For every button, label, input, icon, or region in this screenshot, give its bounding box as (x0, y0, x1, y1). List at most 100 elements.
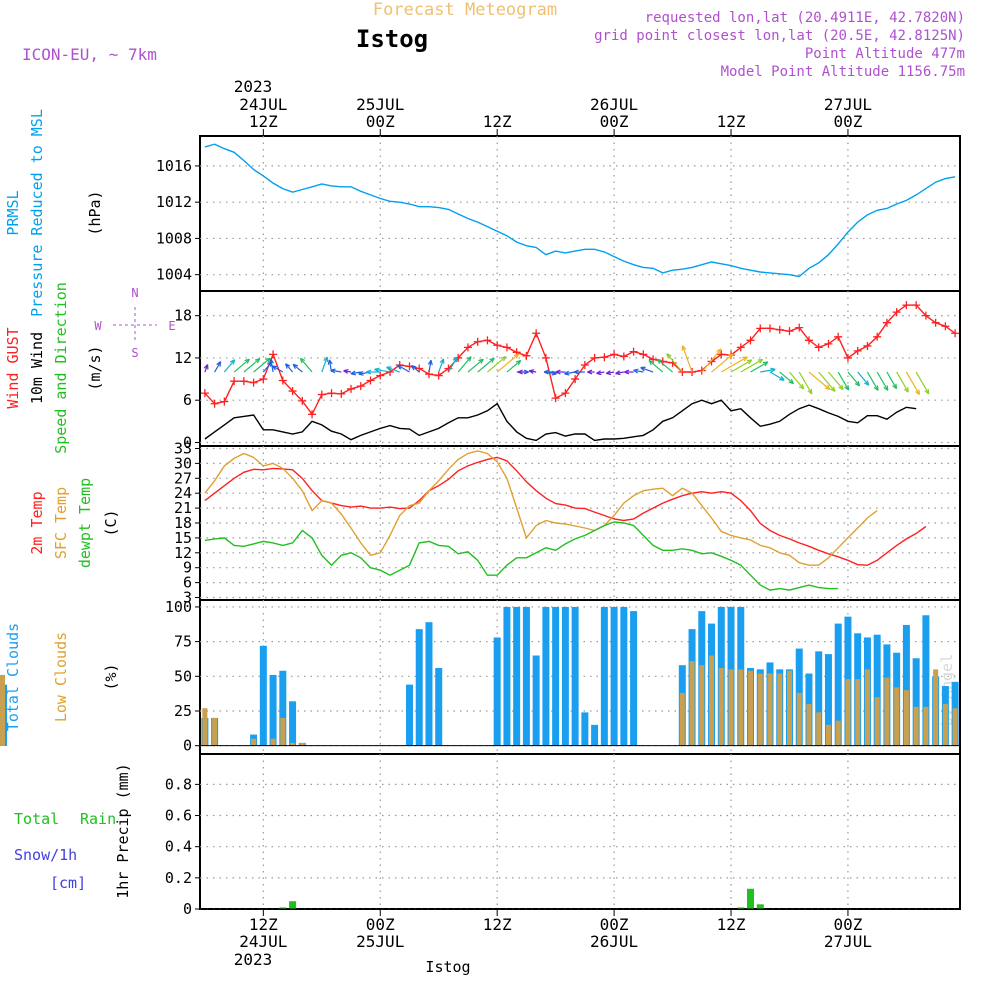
low-clouds-bar (923, 706, 929, 746)
wind-arrowhead (830, 386, 836, 392)
low-clouds-bar (718, 667, 724, 746)
gust-marker (921, 311, 930, 320)
wind-arrow (896, 371, 909, 393)
gust-marker (882, 318, 891, 327)
low-clouds-bar (796, 692, 802, 746)
total-clouds-bar (600, 606, 608, 746)
wind-arrowhead (523, 369, 529, 375)
wind-arrowhead (807, 388, 813, 395)
wind-arrow (285, 363, 294, 373)
y-tick-label: 12 (174, 349, 192, 367)
low-clouds-bar (709, 655, 715, 746)
temperature-axis-title: dewpt Temp (76, 478, 94, 568)
compass-letter: E (168, 319, 175, 333)
wind-arrow (866, 371, 879, 391)
wind-arrowhead (762, 361, 769, 367)
total-clouds-bar (435, 667, 443, 746)
y-tick-label: 0.6 (165, 807, 192, 825)
gust-marker (239, 377, 248, 386)
total-clouds-bar (532, 655, 540, 746)
gust-marker (532, 329, 541, 338)
top-date-label: 25JUL (356, 95, 404, 114)
wind-arrow (321, 356, 328, 373)
wind-arrowhead (573, 369, 579, 375)
wind-arrow (564, 371, 576, 375)
gust-marker (951, 329, 960, 338)
gust-marker (688, 368, 697, 377)
wind-arrowhead (915, 389, 921, 396)
low-clouds-bar (855, 679, 861, 746)
low-clouds-bar (251, 738, 257, 746)
wind-arrowhead (656, 358, 663, 364)
wind-arrow (386, 366, 400, 373)
bottom-time-label: 00Z (366, 915, 395, 934)
y-tick-label: 27 (174, 469, 192, 487)
wind-arrow (779, 371, 794, 385)
total-rain-bar (737, 907, 745, 909)
gust-marker (717, 350, 726, 359)
wind-arrow (214, 361, 222, 373)
wind-arrowhead (892, 383, 898, 390)
y-tick-label: 24 (174, 484, 192, 502)
gust-marker (785, 327, 794, 336)
gust-marker (629, 347, 638, 356)
bottom-time-label: 00Z (833, 915, 862, 934)
y-tick-label: 25 (174, 702, 192, 720)
wind-arrowhead (343, 369, 349, 374)
gust-marker (278, 376, 287, 385)
total-rain-bar (289, 901, 297, 909)
bottom-date-label: 24JUL (239, 932, 287, 951)
dewpt-temp-line (204, 521, 839, 591)
total-clouds-bar (542, 606, 550, 746)
wind-arrowhead (327, 359, 333, 365)
temperature-axis-title: SFC Temp (52, 487, 70, 559)
gust-marker (317, 390, 326, 399)
top-time-label: 00Z (833, 112, 862, 131)
low-clouds-bar (679, 692, 685, 746)
low-clouds-bar (767, 673, 773, 746)
wind-arrowhead (564, 370, 570, 376)
total-clouds-bar (912, 658, 920, 746)
gust-marker (269, 350, 278, 359)
top-year-label: 2023 (234, 77, 273, 96)
wind-arrow (640, 366, 654, 373)
wind-arrow (330, 369, 342, 373)
wind-arrowhead (844, 385, 850, 391)
wind-arrowhead (605, 370, 612, 376)
total-clouds-bar (289, 701, 297, 746)
precip-panel: 0 0.2 0.4 0.6 0.8 1hr Precip (mm) Total RainSno… (14, 753, 961, 918)
gust-marker (775, 325, 784, 334)
gust-marker (863, 341, 872, 350)
gust-marker (639, 350, 648, 359)
total-clouds-bar (259, 645, 267, 746)
gust-marker (600, 353, 609, 362)
total-clouds-bar (561, 606, 569, 746)
compass-letter: S (131, 346, 138, 360)
y-tick-label: 6 (183, 391, 192, 409)
temperature-units: (C) (102, 509, 120, 536)
total-clouds-bar (415, 629, 423, 746)
footer-station: Istog (425, 958, 470, 976)
gust-marker (347, 384, 356, 393)
low-clouds-bar (270, 738, 276, 746)
10m-wind-line (204, 399, 917, 442)
wind-arrowhead (466, 356, 472, 362)
wind-panel: 0 6 12 18 Wind GUST 10m Wind Speed and Directi… (4, 282, 961, 454)
gust-marker (610, 350, 619, 359)
wind-arrowhead (864, 380, 870, 386)
pressure-frame (199, 135, 961, 292)
wind-arrowhead (330, 368, 336, 374)
wind-arrowhead (746, 359, 753, 365)
wind-arrow (397, 364, 410, 373)
low-clouds-bar (894, 687, 900, 746)
low-clouds-bar (757, 673, 763, 746)
gust-marker (707, 357, 716, 366)
wind-arrow (447, 356, 458, 373)
wind-arrow (701, 348, 722, 373)
total-clouds-bar (922, 615, 930, 746)
wind-arrow (798, 371, 813, 395)
low-clouds-bar (202, 708, 208, 746)
gust-marker (298, 396, 307, 405)
top-time-label: 12Z (483, 112, 512, 131)
